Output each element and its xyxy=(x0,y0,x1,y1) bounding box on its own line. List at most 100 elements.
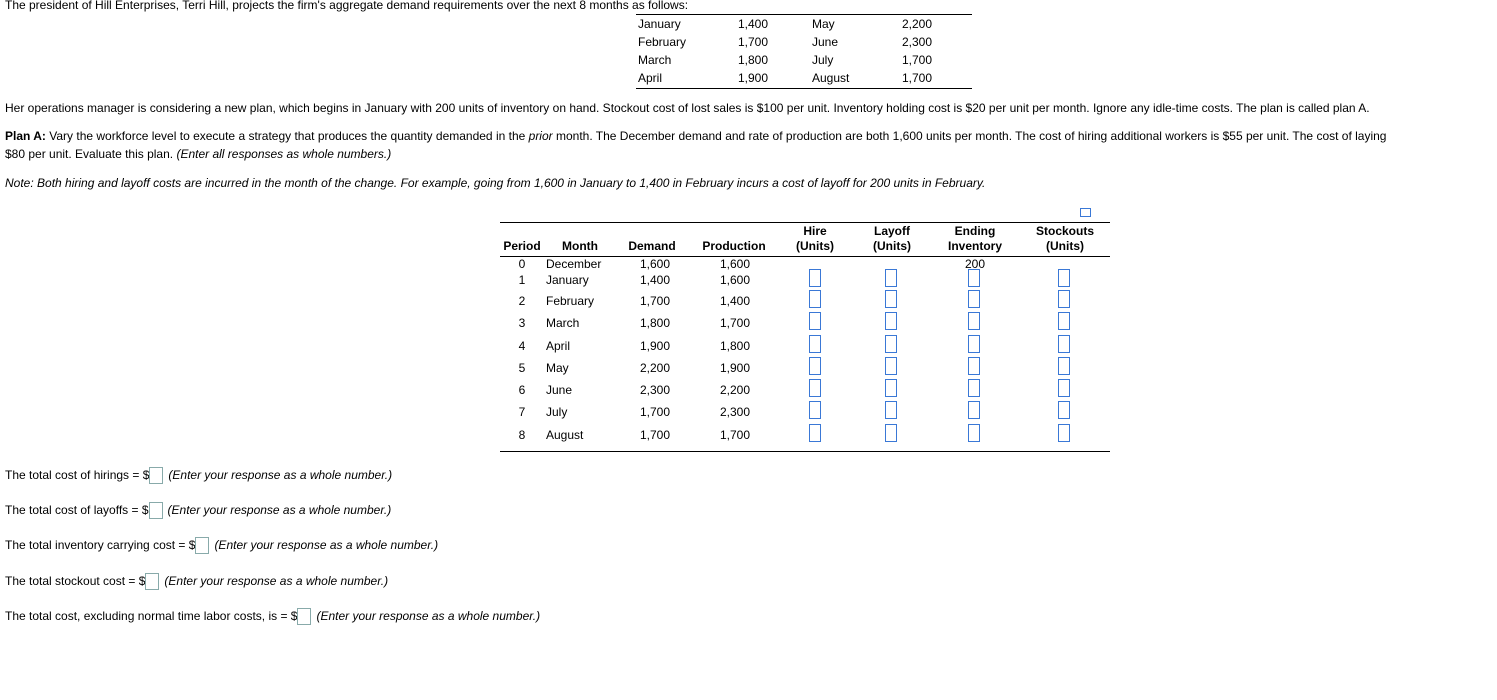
answer-input[interactable] xyxy=(195,537,210,555)
ending-inventory-cell: 200 xyxy=(964,257,986,271)
hire-input[interactable] xyxy=(809,312,821,330)
demand-value: 1,700 xyxy=(737,35,768,49)
answer-hint: (Enter your response as a whole number.) xyxy=(316,609,541,623)
ending-inventory-input[interactable] xyxy=(968,335,980,353)
header-demand: Demand xyxy=(628,239,676,253)
demand-value: 1,900 xyxy=(737,71,768,85)
ending-inventory-input[interactable] xyxy=(968,269,980,287)
stockouts-input[interactable] xyxy=(1058,269,1070,287)
table-row: 1 January 1,400 1,600 xyxy=(500,269,1110,291)
layoff-input[interactable] xyxy=(885,335,897,353)
production-cell: 1,700 xyxy=(719,316,750,330)
stockouts-input[interactable] xyxy=(1058,401,1070,419)
hire-input[interactable] xyxy=(809,290,821,308)
ending-inventory-input[interactable] xyxy=(968,401,980,419)
stockouts-input[interactable] xyxy=(1058,312,1070,330)
demand-cell: 2,300 xyxy=(639,383,670,397)
period-cell: 7 xyxy=(518,405,526,419)
demand-cell: 1,800 xyxy=(639,316,670,330)
answer-line: The total cost of layoffs = $ (Enter your… xyxy=(5,501,391,520)
hire-input[interactable] xyxy=(809,424,821,442)
table-row: 0 December 1,600 1,600 200 xyxy=(500,257,1110,275)
ending-inventory-input[interactable] xyxy=(968,379,980,397)
demand-month: March xyxy=(638,53,672,67)
period-cell: 3 xyxy=(518,316,526,330)
header-end-l1: Ending xyxy=(954,224,996,238)
hire-input[interactable] xyxy=(809,269,821,287)
answer-input[interactable] xyxy=(297,608,312,626)
demand-month: February xyxy=(638,35,687,49)
stockouts-input[interactable] xyxy=(1058,290,1070,308)
layoff-input[interactable] xyxy=(885,269,897,287)
header-hire: Hire (Units) xyxy=(785,224,845,254)
table-row: 4 April 1,900 1,800 xyxy=(500,335,1110,357)
demand-value: 1,700 xyxy=(901,53,932,67)
layoff-input[interactable] xyxy=(885,424,897,442)
production-cell: 2,300 xyxy=(719,405,750,419)
plan-emphasis: prior xyxy=(528,129,553,143)
paragraph-plan-description: Her operations manager is considering a … xyxy=(5,101,1370,115)
table-row: 3 March 1,800 1,700 xyxy=(500,312,1110,334)
stockouts-input[interactable] xyxy=(1058,335,1070,353)
header-stock-l1: Stockouts xyxy=(1035,224,1094,238)
demand-table: January 1,400 May 2,200 February 1,700 June 2,3… xyxy=(636,14,972,89)
demand-value: 1,400 xyxy=(737,17,768,31)
plan-text: Vary the workforce level to execute a st… xyxy=(45,129,529,143)
plan-line2-text: $80 per unit. Evaluate this plan. xyxy=(5,147,177,161)
ending-inventory-input[interactable] xyxy=(968,357,980,375)
answer-input[interactable] xyxy=(148,502,163,520)
period-cell: 6 xyxy=(518,383,526,397)
demand-month: July xyxy=(812,53,834,67)
stockouts-input[interactable] xyxy=(1058,357,1070,375)
production-cell: 1,400 xyxy=(719,294,750,308)
answer-input[interactable] xyxy=(149,467,164,485)
ending-inventory-input[interactable] xyxy=(968,290,980,308)
ending-inventory-input[interactable] xyxy=(968,424,980,442)
answer-label: The total cost, excluding normal time la… xyxy=(5,609,298,623)
header-period: Period xyxy=(503,239,541,253)
answer-input[interactable] xyxy=(145,573,160,591)
layoff-input[interactable] xyxy=(885,312,897,330)
answer-label: The total cost of layoffs = $ xyxy=(5,503,149,517)
demand-value: 1,700 xyxy=(901,71,932,85)
stockouts-input[interactable] xyxy=(1058,424,1070,442)
table-row: 6 June 2,300 2,200 xyxy=(500,379,1110,401)
period-cell: 1 xyxy=(518,273,526,287)
answer-line: The total cost of hirings = $ (Enter your… xyxy=(5,466,392,485)
header-layoff-l2: (Units) xyxy=(873,239,911,253)
copy-icon[interactable] xyxy=(1080,208,1091,217)
demand-cell: 2,200 xyxy=(639,361,670,375)
demand-month: April xyxy=(638,71,663,85)
header-layoff-l1: Layoff xyxy=(874,224,910,238)
plan-table: Period Month Demand Production Hire (Unit… xyxy=(500,222,1110,452)
demand-month: January xyxy=(638,17,681,31)
ending-inventory-input[interactable] xyxy=(968,312,980,330)
layoff-input[interactable] xyxy=(885,357,897,375)
demand-cell: 1,700 xyxy=(639,428,670,442)
demand-month: May xyxy=(812,17,835,31)
period-cell: 4 xyxy=(518,339,526,353)
production-cell: 1,700 xyxy=(719,428,750,442)
month-cell: April xyxy=(546,339,571,353)
layoff-input[interactable] xyxy=(885,290,897,308)
table-row: 5 May 2,200 1,900 xyxy=(500,357,1110,379)
header-month: Month xyxy=(562,239,598,253)
month-cell: June xyxy=(546,383,573,397)
production-cell: 1,900 xyxy=(719,361,750,375)
hire-input[interactable] xyxy=(809,335,821,353)
hire-input[interactable] xyxy=(809,357,821,375)
stockouts-input[interactable] xyxy=(1058,379,1070,397)
production-cell: 1,800 xyxy=(719,339,750,353)
header-hire-l1: Hire xyxy=(803,224,827,238)
header-production: Production xyxy=(702,239,766,253)
note-text: Note: Both hiring and layoff costs are i… xyxy=(5,176,986,190)
layoff-input[interactable] xyxy=(885,401,897,419)
hire-input[interactable] xyxy=(809,379,821,397)
month-cell: March xyxy=(546,316,580,330)
hire-input[interactable] xyxy=(809,401,821,419)
layoff-input[interactable] xyxy=(885,379,897,397)
table-row: 2 February 1,700 1,400 xyxy=(500,290,1110,312)
month-cell: December xyxy=(546,257,602,271)
demand-value: 2,300 xyxy=(901,35,932,49)
demand-cell: 1,900 xyxy=(639,339,670,353)
